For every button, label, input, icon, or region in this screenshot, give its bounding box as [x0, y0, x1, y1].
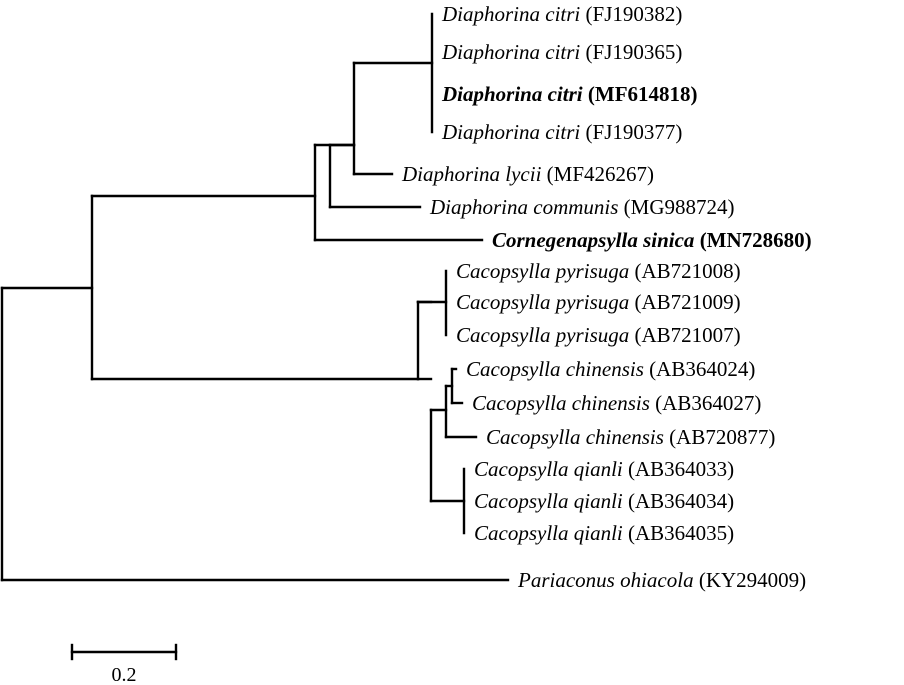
accession-number: (FJ190377) — [580, 120, 682, 144]
accession-number: (FJ190382) — [580, 2, 682, 26]
taxon-name: Cornegenapsylla sinica — [492, 228, 694, 252]
leaf-label-cp3: Cacopsylla pyrisuga (AB721007) — [456, 323, 741, 347]
accession-number: (AB364033) — [623, 457, 734, 481]
taxon-name: Diaphorina citri — [441, 2, 580, 26]
leaf-label-dl: Diaphorina lycii (MF426267) — [401, 162, 654, 186]
tree-branches — [0, 12, 510, 582]
leaf-label-dc1: Diaphorina citri (FJ190382) — [441, 2, 682, 26]
accession-number: (AB364035) — [623, 521, 734, 545]
accession-number: (AB364027) — [650, 391, 761, 415]
leaf-label-cs: Cornegenapsylla sinica (MN728680) — [492, 228, 812, 252]
taxon-name: Cacopsylla chinensis — [466, 357, 644, 381]
leaf-label-cc3: Cacopsylla chinensis (AB720877) — [486, 425, 775, 449]
leaf-label-dc3: Diaphorina citri (MF614818) — [441, 82, 698, 106]
leaf-label-dcom: Diaphorina communis (MG988724) — [429, 195, 735, 219]
taxon-name: Cacopsylla qianli — [474, 457, 623, 481]
taxon-name: Diaphorina lycii — [401, 162, 542, 186]
leaf-label-cq2: Cacopsylla qianli (AB364034) — [474, 489, 734, 513]
taxon-name: Cacopsylla chinensis — [486, 425, 664, 449]
scale-bar-label: 0.2 — [112, 664, 137, 685]
accession-number: (AB721008) — [629, 259, 740, 283]
accession-number: (AB721007) — [629, 323, 740, 347]
taxon-name: Diaphorina citri — [441, 120, 580, 144]
accession-number: (AB364024) — [644, 357, 755, 381]
taxon-name: Pariaconus ohiacola — [517, 568, 694, 592]
leaf-label-cp1: Cacopsylla pyrisuga (AB721008) — [456, 259, 741, 283]
leaf-label-cq3: Cacopsylla qianli (AB364035) — [474, 521, 734, 545]
leaf-label-po: Pariaconus ohiacola (KY294009) — [517, 568, 806, 592]
taxon-name: Diaphorina citri — [441, 40, 580, 64]
taxon-name: Cacopsylla chinensis — [472, 391, 650, 415]
accession-number: (AB720877) — [664, 425, 775, 449]
leaf-label-cq1: Cacopsylla qianli (AB364033) — [474, 457, 734, 481]
taxon-name: Cacopsylla pyrisuga — [456, 259, 629, 283]
accession-number: (AB364034) — [623, 489, 734, 513]
accession-number: (MG988724) — [618, 195, 734, 219]
taxon-name: Diaphorina communis — [429, 195, 618, 219]
taxon-name: Cacopsylla pyrisuga — [456, 323, 629, 347]
leaf-label-cc1: Cacopsylla chinensis (AB364024) — [466, 357, 755, 381]
accession-number: (MF614818) — [583, 82, 698, 106]
taxon-name: Cacopsylla qianli — [474, 489, 623, 513]
accession-number: (MF426267) — [541, 162, 654, 186]
accession-number: (MN728680) — [694, 228, 811, 252]
leaf-label-cp2: Cacopsylla pyrisuga (AB721009) — [456, 290, 741, 314]
scale-bar: 0.2 — [70, 643, 178, 685]
leaf-label-dc4: Diaphorina citri (FJ190377) — [441, 120, 682, 144]
tree-leaf-labels: Diaphorina citri (FJ190382)Diaphorina ci… — [401, 2, 812, 592]
accession-number: (AB721009) — [629, 290, 740, 314]
taxon-name: Diaphorina citri — [441, 82, 583, 106]
taxon-name: Cacopsylla qianli — [474, 521, 623, 545]
taxon-name: Cacopsylla pyrisuga — [456, 290, 629, 314]
accession-number: (FJ190365) — [580, 40, 682, 64]
leaf-label-dc2: Diaphorina citri (FJ190365) — [441, 40, 682, 64]
leaf-label-cc2: Cacopsylla chinensis (AB364027) — [472, 391, 761, 415]
accession-number: (KY294009) — [694, 568, 807, 592]
